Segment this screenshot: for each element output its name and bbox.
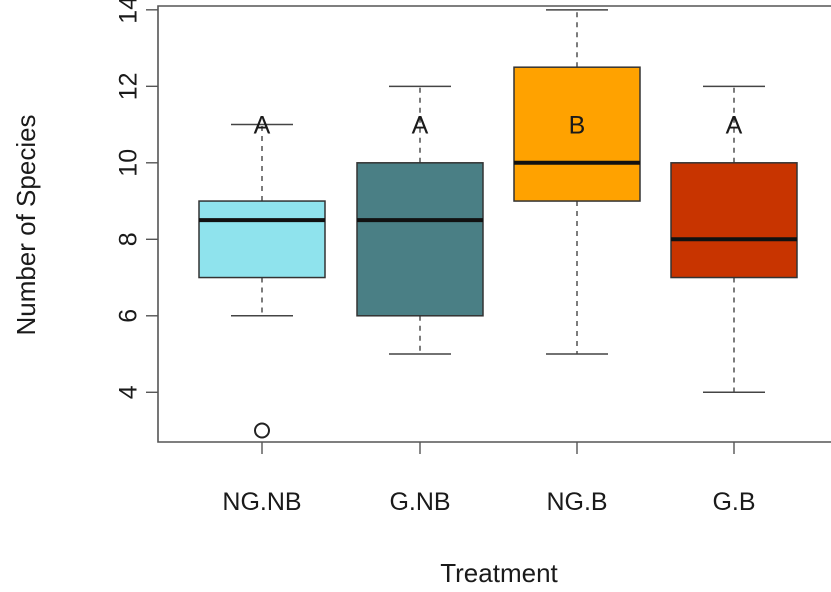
y-tick-label: 12 — [115, 72, 143, 100]
y-tick-label: 8 — [115, 232, 143, 246]
box-iqr — [670, 162, 798, 279]
y-axis-title: Number of Species — [11, 114, 41, 335]
x-tick-label: G.B — [712, 488, 755, 516]
box-iqr — [356, 162, 484, 317]
x-tick-label: NG.B — [546, 488, 607, 516]
group-letter: A — [726, 112, 743, 140]
y-tick-label: 4 — [115, 385, 143, 399]
group-letter: B — [569, 112, 586, 140]
x-tick-label: NG.NB — [222, 488, 301, 516]
box-ng-nb: A — [198, 112, 326, 439]
y-tick-label: 6 — [115, 309, 143, 323]
group-letter: A — [412, 112, 429, 140]
box-g-nb: A — [356, 85, 484, 355]
y-tick-label: 14 — [115, 0, 143, 24]
box-iqr — [513, 66, 641, 202]
x-axis: NG.NB G.NB NG.B G.B — [222, 442, 756, 516]
box-iqr — [198, 200, 326, 279]
x-tick-label: G.NB — [389, 488, 450, 516]
y-tick-label: 10 — [115, 149, 143, 177]
plot-frame — [157, 5, 831, 443]
y-axis: 4 6 8 10 12 14 — [115, 0, 158, 399]
group-letter: A — [254, 112, 271, 140]
outlier-point — [254, 422, 270, 439]
x-axis-title: Treatment — [440, 558, 558, 588]
plot-border — [157, 5, 831, 443]
box-g-b: A — [670, 85, 798, 394]
box-ng-b: B — [513, 9, 641, 355]
